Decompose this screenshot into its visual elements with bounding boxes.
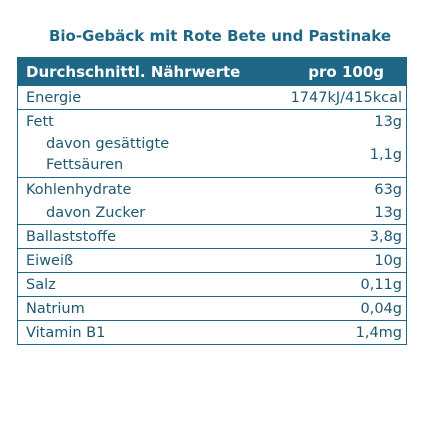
row-carbs: Kohlenhydrate 63g: [18, 178, 406, 201]
row-fiber: Ballaststoffe 3,8g: [18, 224, 406, 248]
protein-value: 10g: [374, 252, 402, 269]
row-saturated-fat: davon gesättigte Fettsäuren 1,1g: [18, 133, 406, 177]
carbs-label: Kohlenhydrate: [26, 181, 132, 198]
saturated-label-line2: Fettsäuren: [46, 157, 124, 173]
fat-label: Fett: [26, 113, 54, 130]
row-energy: Energie 1747kJ/415kcal: [18, 86, 406, 109]
row-sugar: davon Zucker 13g: [18, 201, 406, 224]
sugar-value: 13g: [374, 204, 402, 221]
energy-value: 1747kJ/415kcal: [290, 89, 402, 106]
row-protein: Eiweiß 10g: [18, 248, 406, 272]
group-carbs: Kohlenhydrate 63g davon Zucker 13g: [18, 177, 406, 224]
salt-value: 0,11g: [360, 276, 403, 293]
saturated-label: davon gesättigte Fettsäuren: [46, 134, 169, 176]
table-header: Durchschnittl. Nährwerte pro 100g: [18, 58, 406, 86]
header-label: Durchschnittl. Nährwerte: [26, 63, 241, 81]
vitamin-b1-value: 1,4mg: [355, 324, 402, 341]
row-sodium: Natrium 0,04g: [18, 296, 406, 320]
energy-label: Energie: [26, 89, 82, 106]
sugar-label: davon Zucker: [46, 204, 146, 221]
vitamin-b1-label: Vitamin B1: [26, 324, 106, 341]
sodium-value: 0,04g: [360, 300, 403, 317]
fiber-label: Ballaststoffe: [26, 228, 117, 245]
saturated-value: 1,1g: [369, 147, 402, 163]
fat-value: 13g: [374, 113, 402, 130]
nutrition-table: Durchschnittl. Nährwerte pro 100g Energi…: [17, 57, 407, 345]
row-vitamin-b1: Vitamin B1 1,4mg: [18, 320, 406, 344]
carbs-value: 63g: [374, 181, 402, 198]
sodium-label: Natrium: [26, 300, 85, 317]
saturated-label-line1: davon gesättigte: [46, 136, 170, 152]
protein-label: Eiweiß: [26, 252, 74, 269]
group-fat: Fett 13g davon gesättigte Fettsäuren 1,1…: [18, 109, 406, 177]
row-salt: Salz 0,11g: [18, 272, 406, 296]
row-fat: Fett 13g: [18, 110, 406, 133]
product-title: Bio-Gebäck mit Rote Bete und Pastinake: [48, 27, 392, 45]
salt-label: Salz: [26, 276, 56, 293]
fiber-value: 3,8g: [369, 228, 402, 245]
header-value: pro 100g: [308, 63, 384, 81]
